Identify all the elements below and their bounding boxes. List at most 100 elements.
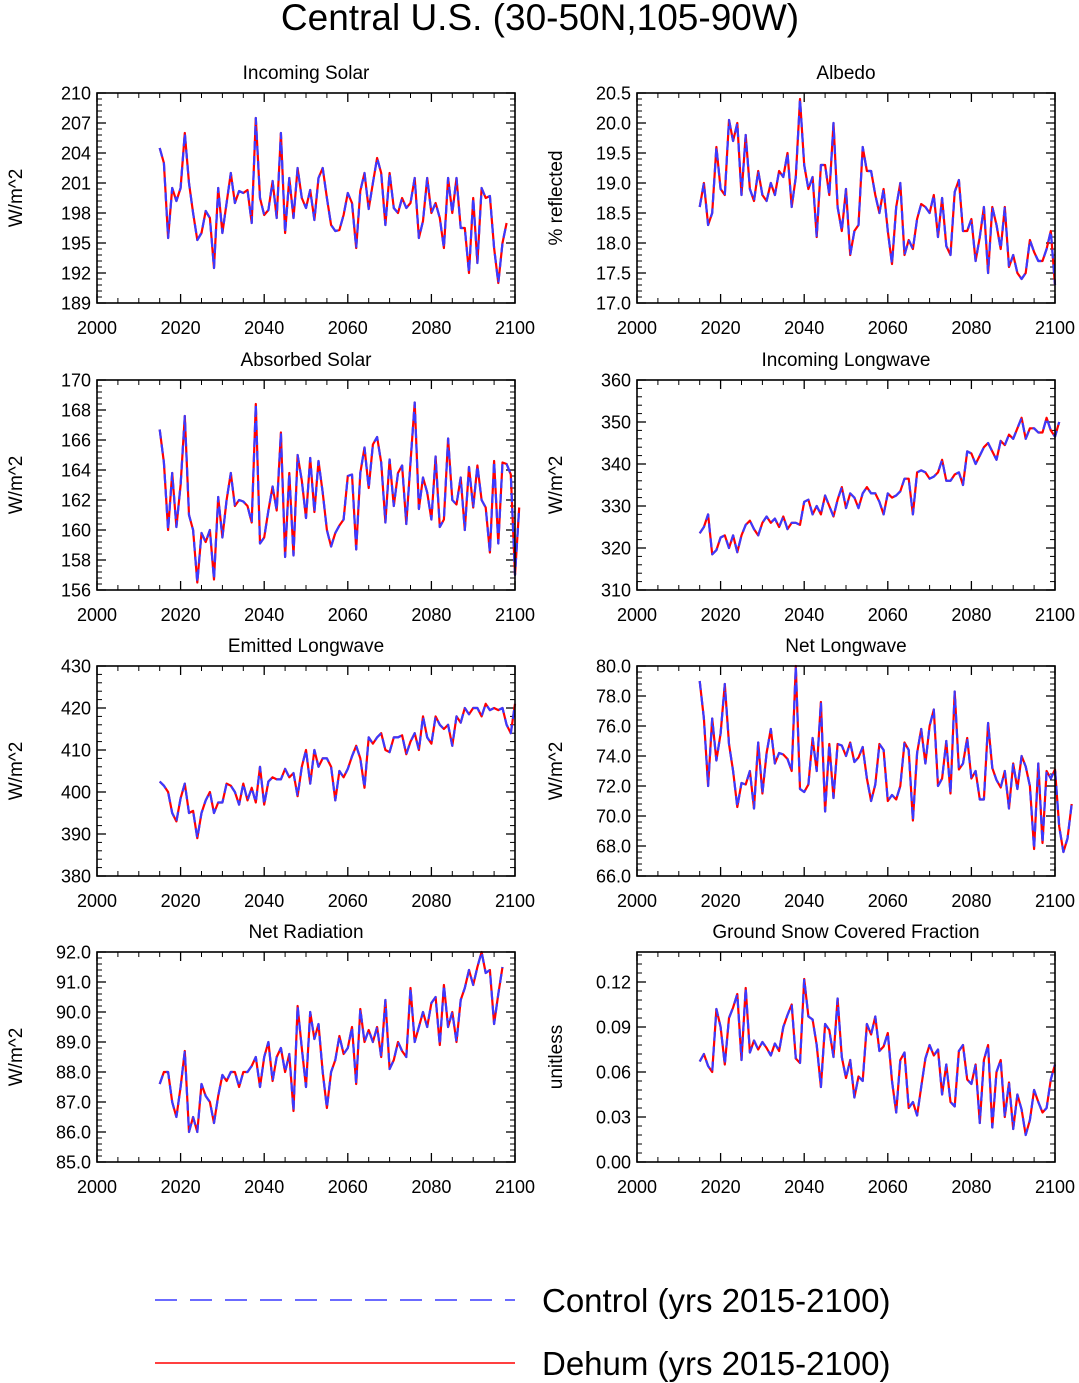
y-tick-label: 66.0 [596,867,631,887]
x-tick-label: 2100 [1035,605,1075,625]
series-control-line [158,116,508,285]
y-tick-label: 390 [61,825,91,845]
y-axis-label: unitless [546,1025,567,1089]
x-tick-label: 2100 [1035,891,1075,911]
y-tick-label: 0.00 [596,1153,631,1173]
panel-0: Incoming Solar W/m^2 189 192 195 198 201 204 207… [6,63,535,338]
y-tick-label: 0.03 [596,1108,631,1128]
x-tick-label: 2040 [244,1177,284,1197]
y-tick-label: 89.0 [56,1033,91,1053]
series-control-line [698,664,1073,854]
y-tick-label: 430 [61,657,91,677]
y-axis-label: W/m^2 [546,742,567,801]
panel-7: Ground Snow Covered Fraction unitless 0.00… [546,922,1075,1197]
y-tick-label: 198 [61,204,91,224]
x-tick-label: 2020 [161,1177,201,1197]
plot-frame [96,665,516,877]
x-tick-label: 2000 [617,605,657,625]
x-tick-label: 2000 [77,891,117,911]
x-tick-label: 2060 [328,1177,368,1197]
x-tick-label: 2100 [1035,1177,1075,1197]
y-tick-label: 320 [601,539,631,559]
x-tick-label: 2000 [617,891,657,911]
y-tick-label: 195 [61,234,91,254]
y-tick-label: 160 [61,521,91,541]
y-tick-label: 18.5 [596,204,631,224]
y-tick-label: 170 [61,371,91,391]
y-tick-label: 0.06 [596,1063,631,1083]
panel-4: Emitted Longwave W/m^2 380 390 400 410 420 430 2… [6,636,535,911]
series-dehum-line [698,977,1057,1137]
plot-frame [636,951,1056,1163]
y-tick-label: 330 [601,497,631,517]
y-tick-label: 166 [61,431,91,451]
y-tick-label: 78.0 [596,687,631,707]
x-tick-label: 2040 [784,1177,824,1197]
y-tick-label: 87.0 [56,1093,91,1113]
y-tick-label: 189 [61,294,91,314]
plot-frame [636,665,1056,877]
x-tick-label: 2100 [1035,318,1075,338]
series-dehum-line [158,702,517,840]
panel-1: Albedo % reflected 17.0 17.5 18.0 18.5 19.0 19.… [546,63,1075,338]
panel-5: Net Longwave W/m^2 66.0 68.0 70.0 72.0 74.0 76.… [546,636,1075,911]
plot-frame [636,92,1056,304]
x-tick-label: 2080 [951,891,991,911]
y-tick-label: 340 [601,455,631,475]
y-tick-label: 70.0 [596,807,631,827]
y-tick-label: 192 [61,264,91,284]
x-tick-label: 2060 [868,1177,908,1197]
panel-title: Net Radiation [248,922,363,943]
y-tick-label: 80.0 [596,657,631,677]
x-tick-label: 2020 [701,318,741,338]
x-tick-label: 2020 [161,318,201,338]
x-tick-label: 2040 [784,891,824,911]
legend-label-control: Control (yrs 2015-2100) [542,1282,891,1319]
series-control-line [698,416,1061,556]
y-tick-label: 420 [61,699,91,719]
y-tick-label: 204 [61,144,91,164]
y-tick-label: 0.12 [596,973,631,993]
series-dehum-line [698,664,1073,854]
y-tick-label: 68.0 [596,837,631,857]
y-tick-label: 207 [61,114,91,134]
x-tick-label: 2000 [77,1177,117,1197]
y-axis-label: W/m^2 [6,1028,27,1087]
plot-frame [96,379,516,591]
y-axis-label: W/m^2 [546,456,567,515]
legend-label-dehum: Dehum (yrs 2015-2100) [542,1345,891,1382]
x-tick-label: 2040 [244,891,284,911]
y-tick-label: 19.0 [596,174,631,194]
panel-title: Net Longwave [785,636,906,657]
plot-frame [96,92,516,304]
x-tick-label: 2100 [495,891,535,911]
plot-frame [96,951,516,1163]
panel-3: Incoming Longwave W/m^2 310 320 330 340 350 360… [546,350,1075,625]
series-control-line [158,401,521,584]
y-axis-label: W/m^2 [6,742,27,801]
y-tick-label: 85.0 [56,1153,91,1173]
panel-grid: Incoming Solar W/m^2 189 192 195 198 201 204 207… [6,63,1075,1197]
y-tick-label: 19.5 [596,144,631,164]
y-tick-label: 90.0 [56,1003,91,1023]
x-tick-label: 2040 [784,318,824,338]
y-tick-label: 91.0 [56,973,91,993]
x-tick-label: 2060 [868,605,908,625]
x-tick-label: 2020 [701,1177,741,1197]
x-tick-label: 2080 [951,605,991,625]
y-axis-label: W/m^2 [6,456,27,515]
panel-title: Albedo [816,63,875,84]
y-tick-label: 210 [61,84,91,104]
y-tick-label: 20.5 [596,84,631,104]
x-tick-label: 2100 [495,318,535,338]
x-tick-label: 2020 [701,605,741,625]
series-dehum-line [698,97,1057,286]
series-dehum-line [158,401,521,584]
panel-title: Incoming Solar [243,63,370,84]
x-tick-label: 2080 [411,1177,451,1197]
y-tick-label: 17.5 [596,264,631,284]
x-tick-label: 2060 [328,891,368,911]
plot-frame [636,379,1056,591]
x-tick-label: 2040 [784,605,824,625]
figure-title: Central U.S. (30-50N,105-90W) [281,0,799,38]
